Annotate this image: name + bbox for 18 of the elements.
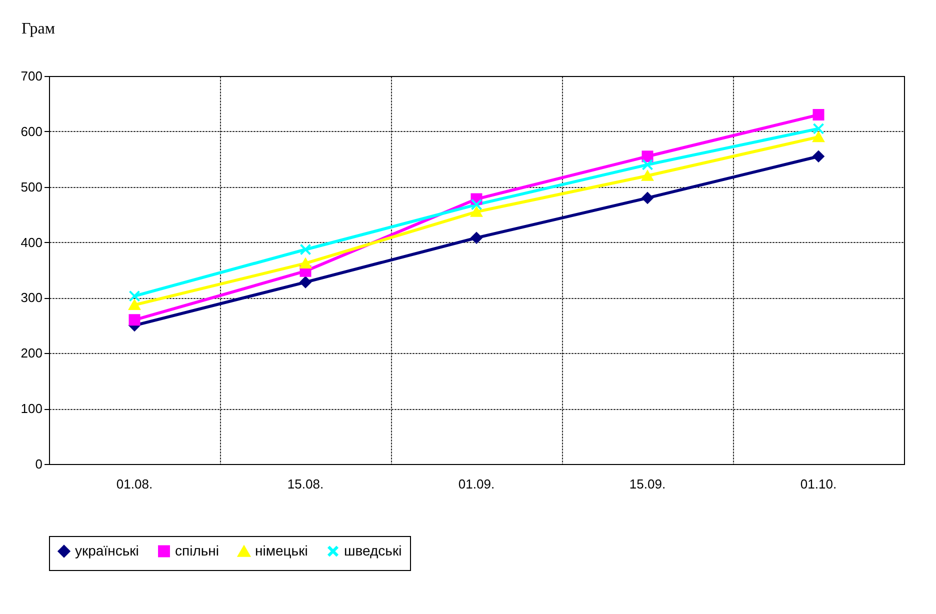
- x-tick-label: 01.08.: [116, 476, 153, 492]
- legend-label: українські: [75, 542, 139, 558]
- y-tick-label: 600: [20, 124, 42, 139]
- y-tick-label: 0: [35, 456, 42, 472]
- y-axis-title: Грам: [22, 20, 55, 38]
- y-tick-label: 400: [20, 234, 42, 250]
- legend-label: шведські: [344, 542, 402, 558]
- y-tick-label: 200: [20, 346, 42, 361]
- y-tick-label: 700: [20, 68, 42, 84]
- y-tick-label: 100: [20, 401, 42, 416]
- x-tick-label: 15.09.: [629, 476, 666, 492]
- y-tick-label: 300: [20, 290, 42, 306]
- legend-label: німецькі: [255, 542, 308, 559]
- legend-label: спільні: [175, 542, 219, 558]
- x-tick-label: 01.10.: [800, 476, 837, 492]
- y-tick-label: 500: [20, 179, 42, 194]
- x-tick-label: 01.09.: [458, 476, 495, 492]
- x-tick-label: 15.08.: [287, 476, 324, 492]
